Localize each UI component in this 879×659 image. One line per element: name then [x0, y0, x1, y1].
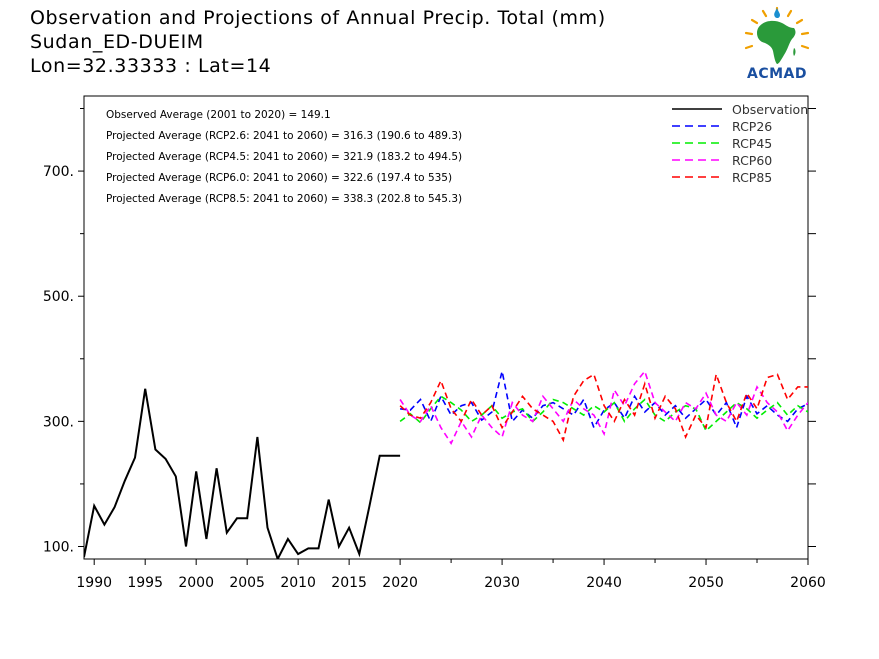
x-tick-label: 2005 [229, 575, 265, 591]
series-line-rcp45 [399, 395, 808, 433]
legend-label: Observation [732, 102, 808, 117]
legend-label: RCP85 [732, 170, 772, 185]
africa-map-icon [744, 6, 810, 64]
annotation-text: Projected Average (RCP8.5: 2041 to 2060)… [106, 193, 462, 205]
legend: Observation RCP26 RCP45 RCP60 RCP85 [672, 102, 808, 185]
x-tick-label: 2015 [331, 575, 367, 591]
chart-title: Observation and Projections of Annual Pr… [30, 7, 606, 29]
x-tick-label: 2020 [382, 575, 418, 591]
annotation-text: Observed Average (2001 to 2020) = 149.1 [106, 109, 331, 121]
acmad-logo: ACMAD [736, 6, 818, 84]
x-tick-label: 1995 [127, 575, 163, 591]
legend-label: RCP26 [732, 119, 772, 134]
axis-ticks: 1990 1995 2000 2005 2010 2015 2020 2030 2040 2050… [43, 108, 826, 591]
annotation-text: Projected Average (RCP4.5: 2041 to 2060)… [106, 151, 462, 163]
chart-title-block: Observation and Projections of Annual Pr… [30, 6, 606, 78]
series-line-rcp26 [399, 371, 808, 430]
plot-frame [83, 95, 809, 560]
annotation-text: Projected Average (RCP6.0: 2041 to 2060)… [106, 172, 452, 184]
series-line-rcp60 [399, 369, 808, 445]
station-name: Sudan_ED-DUEIM [30, 31, 204, 53]
series-line-rcp85 [399, 371, 808, 443]
acmad-logo-text: ACMAD [747, 66, 807, 82]
legend-label: RCP45 [732, 136, 772, 151]
y-tick-label: 100. [43, 539, 74, 555]
x-tick-label: 2000 [178, 575, 214, 591]
annotation-text: Projected Average (RCP2.6: 2041 to 2060)… [106, 130, 462, 142]
annotations: Observed Average (2001 to 2020) = 149.1 P… [106, 109, 462, 205]
y-tick-label: 300. [43, 414, 74, 430]
data-series [84, 369, 808, 559]
x-tick-label: 1990 [76, 575, 112, 591]
x-tick-label: 2010 [280, 575, 316, 591]
x-tick-label: 2030 [484, 575, 520, 591]
station-coordinates: Lon=32.33333 : Lat=14 [30, 55, 272, 77]
y-tick-label: 700. [43, 164, 74, 180]
legend-label: RCP60 [732, 153, 772, 168]
series-line-observation [84, 388, 401, 559]
x-tick-label: 2050 [688, 575, 724, 591]
y-tick-label: 500. [43, 289, 74, 305]
x-tick-label: 2060 [790, 575, 826, 591]
x-tick-label: 2040 [586, 575, 622, 591]
